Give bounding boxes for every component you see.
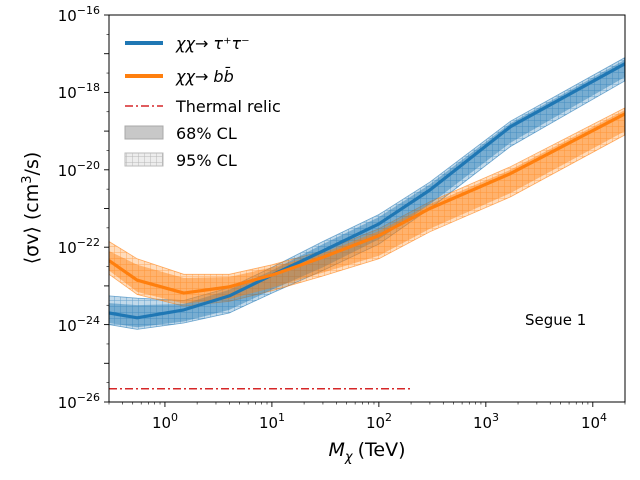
annotation-segue1: Segue 1 [525, 311, 586, 329]
legend-label-tau: χχ→ τ⁺τ⁻ [175, 34, 250, 53]
plot-area [109, 57, 625, 390]
legend-label-68: 68% CL [176, 124, 237, 143]
legend-label-b: χχ→ bb̄ [175, 67, 234, 86]
y-tick-labels: 10−26 10−24 10−22 10−20 10−18 10−16 [58, 4, 100, 412]
series-line-b [109, 112, 625, 295]
x-tick-label-100: 102 [366, 411, 392, 432]
legend-label-95: 95% CL [176, 151, 237, 170]
x-tick-label-10000: 104 [581, 411, 607, 432]
x-axis-label: Mχ (TeV) [329, 439, 406, 465]
y-tick-label-m24: 10−24 [58, 314, 100, 335]
series-line-tau [109, 62, 625, 320]
band68-b [109, 110, 625, 304]
x-tick-label-1: 100 [152, 411, 178, 432]
y-axis-label: ⟨σv⟩ (cm3/s) [20, 152, 43, 265]
y-tick-label-m18: 10−18 [58, 81, 100, 102]
x-tick-label-10: 101 [259, 411, 285, 432]
y-tick-label-m16: 10−16 [58, 4, 100, 25]
legend-swatch-95 [124, 152, 164, 167]
legend-swatch-68 [124, 125, 164, 140]
legend-label-thermal: Thermal relic [175, 97, 281, 116]
y-tick-label-m26: 10−26 [58, 391, 100, 412]
y-tick-label-m22: 10−22 [58, 236, 100, 257]
legend: χχ→ τ⁺τ⁻ χχ→ bb̄ Thermal relic 68% CL 95… [124, 34, 281, 170]
y-tick-label-m20: 10−20 [58, 159, 100, 180]
x-tick-label-1000: 103 [473, 411, 499, 432]
x-tick-labels: 100 101 102 103 104 [152, 411, 607, 432]
axis-ticks [104, 14, 626, 407]
